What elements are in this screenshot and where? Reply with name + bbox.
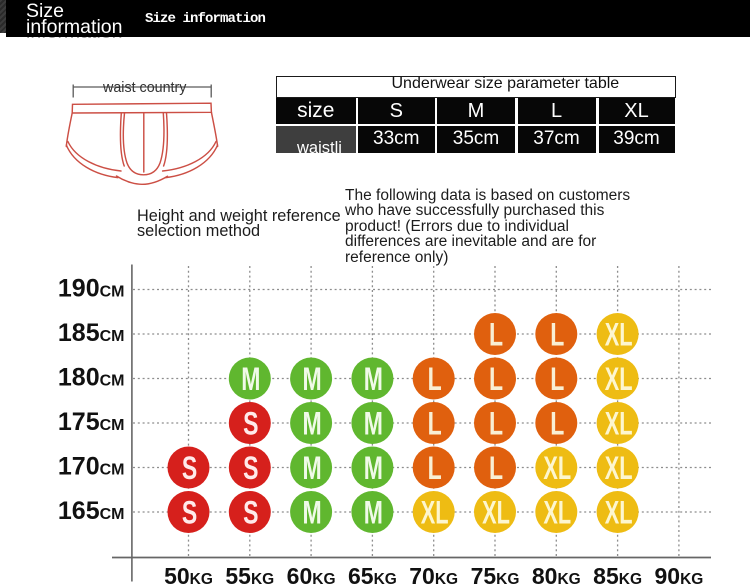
svg-text:80KG: 80KG	[532, 563, 581, 588]
svg-text:XL: XL	[543, 450, 571, 486]
svg-text:S: S	[243, 495, 258, 531]
svg-text:70KG: 70KG	[409, 563, 458, 588]
svg-text:L: L	[428, 406, 442, 442]
svg-text:M: M	[303, 361, 322, 397]
svg-text:L: L	[550, 361, 564, 397]
svg-text:L: L	[489, 361, 503, 397]
svg-text:M: M	[241, 361, 260, 397]
svg-text:65KG: 65KG	[348, 563, 397, 588]
svg-text:XL: XL	[605, 494, 633, 530]
svg-text:XL: XL	[482, 494, 510, 530]
svg-text:M: M	[364, 406, 383, 442]
svg-text:L: L	[489, 450, 503, 486]
svg-text:L: L	[428, 450, 442, 486]
svg-text:XL: XL	[605, 361, 633, 397]
svg-text:170CM: 170CM	[58, 453, 125, 481]
svg-text:85KG: 85KG	[593, 563, 642, 588]
svg-text:L: L	[550, 406, 564, 442]
svg-text:M: M	[303, 450, 322, 486]
svg-text:XL: XL	[605, 450, 633, 486]
svg-text:175CM: 175CM	[58, 408, 125, 436]
svg-text:S: S	[243, 406, 258, 442]
svg-text:L: L	[489, 406, 503, 442]
svg-text:XL: XL	[605, 316, 633, 352]
svg-text:M: M	[303, 495, 322, 531]
svg-text:M: M	[364, 450, 383, 486]
svg-text:L: L	[489, 317, 503, 353]
svg-text:XL: XL	[605, 405, 633, 441]
svg-text:M: M	[364, 361, 383, 397]
svg-text:L: L	[550, 317, 564, 353]
svg-text:M: M	[364, 495, 383, 531]
svg-text:XL: XL	[543, 494, 571, 530]
svg-text:165CM: 165CM	[58, 497, 125, 525]
svg-text:waist country: waist country	[102, 80, 187, 96]
svg-text:60KG: 60KG	[287, 563, 336, 588]
svg-text:L: L	[428, 361, 442, 397]
svg-text:190CM: 190CM	[58, 275, 125, 303]
svg-text:55KG: 55KG	[225, 563, 274, 588]
svg-text:M: M	[303, 406, 322, 442]
svg-text:S: S	[182, 495, 197, 531]
svg-text:90KG: 90KG	[654, 563, 703, 588]
svg-text:XL: XL	[421, 494, 449, 530]
svg-text:S: S	[243, 450, 258, 486]
svg-text:50KG: 50KG	[164, 563, 213, 588]
svg-text:180CM: 180CM	[58, 364, 125, 392]
svg-text:S: S	[182, 450, 197, 486]
svg-text:75KG: 75KG	[471, 563, 520, 588]
svg-text:185CM: 185CM	[58, 319, 125, 347]
